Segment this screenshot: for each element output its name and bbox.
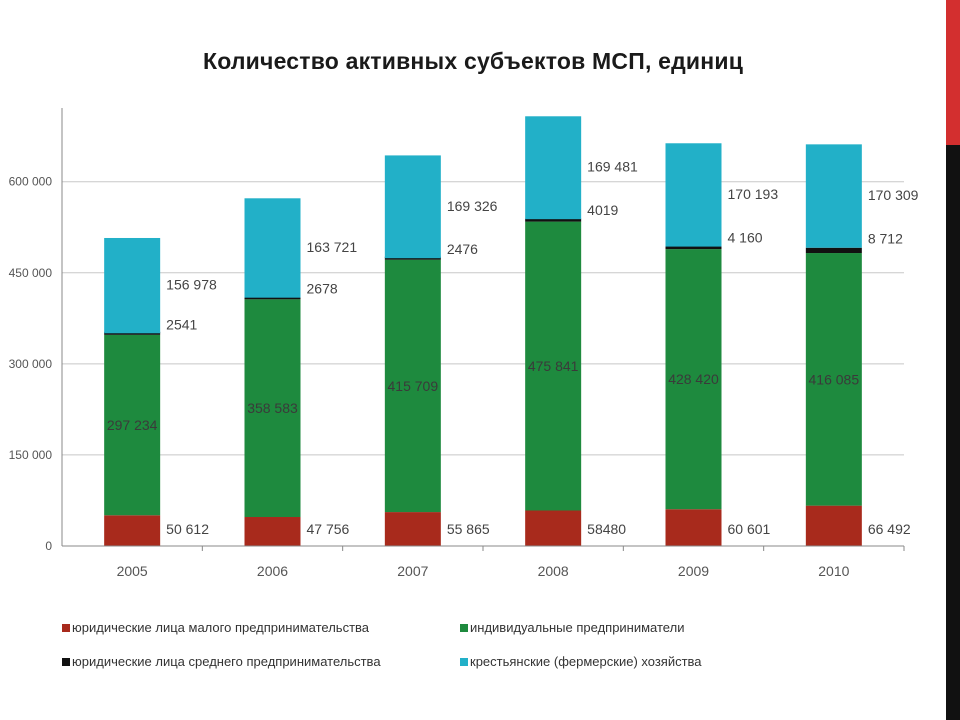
data-label: 415 709	[388, 378, 439, 394]
data-label: 58480	[587, 521, 626, 537]
data-label: 2476	[447, 241, 478, 257]
y-tick-label: 450 000	[9, 266, 53, 280]
data-label: 169 326	[447, 198, 498, 214]
x-tick-label: 2007	[397, 563, 428, 579]
data-label: 163 721	[307, 239, 358, 255]
bar-segment	[525, 221, 582, 511]
y-tick-label: 150 000	[9, 448, 53, 462]
data-labels: 50 612 297 234 2541 156 978 47 756 358 583 267…	[107, 159, 919, 537]
data-label: 47 756	[307, 521, 350, 537]
bar-segment	[665, 143, 722, 247]
bar-segment	[665, 246, 722, 250]
legend-label: юридические лица малого предпринимательс…	[72, 620, 370, 635]
bar-segment	[805, 144, 862, 248]
bar-segment	[244, 198, 301, 298]
legend-item-entrepreneurs: индивидуальные предприниматели	[460, 620, 684, 635]
bar-segment	[384, 259, 441, 513]
bar-segment	[244, 296, 301, 300]
data-label: 4019	[587, 202, 618, 218]
slide-edge-bar	[946, 0, 960, 720]
data-label: 297 234	[107, 417, 158, 433]
bar-segment	[805, 505, 862, 546]
data-label: 170 309	[868, 187, 919, 203]
grid-lines	[62, 181, 904, 456]
data-label: 169 481	[587, 159, 638, 175]
y-tick-label: 0	[45, 539, 52, 553]
data-label: 4 160	[728, 230, 763, 246]
bar-segment	[665, 249, 722, 510]
bar-segment	[104, 515, 161, 546]
chart-title: Количество активных субъектов МСП, едини…	[202, 48, 744, 74]
bar-segment	[525, 510, 582, 546]
bar-segment	[525, 116, 582, 220]
legend-label: юридические лица среднего предпринимател…	[72, 654, 381, 669]
data-label: 55 865	[447, 521, 490, 537]
data-label: 2678	[307, 281, 338, 297]
legend-item-farms: крестьянские (фермерские) хозяйства	[460, 654, 702, 669]
bar-segment	[525, 218, 582, 222]
x-tick-label: 2006	[257, 563, 288, 579]
legend-swatch	[460, 623, 468, 632]
x-tick-label: 2008	[538, 563, 569, 579]
bar-segment	[384, 256, 441, 260]
data-label: 358 583	[247, 400, 298, 416]
bars	[104, 116, 862, 546]
y-tick-label: 300 000	[9, 357, 53, 371]
data-label: 170 193	[728, 186, 779, 202]
data-label: 416 085	[809, 371, 860, 387]
data-label: 66 492	[868, 521, 911, 537]
bar-segment	[805, 247, 862, 254]
y-axis: 0 150 000 300 000 450 000 600 000	[9, 108, 63, 553]
bar-segment	[104, 334, 161, 516]
x-tick-label: 2005	[117, 563, 148, 579]
bar-segment	[805, 253, 862, 506]
slide-edge-accent	[946, 0, 960, 145]
data-label: 428 420	[668, 371, 719, 387]
x-axis: 2005 2006 2007 2008 2009 2010	[62, 545, 905, 579]
bar-segment	[244, 299, 301, 518]
data-label: 60 601	[728, 521, 771, 537]
legend-swatch	[460, 657, 468, 666]
y-tick-label: 600 000	[9, 175, 53, 189]
bar-segment	[665, 509, 722, 546]
data-label: 2541	[166, 316, 197, 332]
legend-swatch	[62, 657, 70, 666]
legend-swatch	[62, 623, 70, 632]
bar-segment	[244, 517, 301, 546]
legend-item-small-legal: юридические лица малого предпринимательс…	[62, 620, 369, 635]
legend-item-medium-legal: юридические лица среднего предпринимател…	[62, 654, 381, 669]
bar-segment	[384, 512, 441, 546]
data-label: 50 612	[166, 521, 209, 537]
data-label: 8 712	[868, 231, 903, 247]
x-tick-label: 2009	[678, 563, 709, 579]
data-label: 156 978	[166, 277, 217, 293]
x-tick-label: 2010	[818, 563, 849, 579]
data-label: 475 841	[528, 358, 579, 374]
stacked-bar-chart: 0 150 000 300 000 450 000 600 000 50 612 297 …	[9, 108, 919, 579]
legend-label: крестьянские (фермерские) хозяйства	[470, 654, 702, 669]
bar-segment	[384, 155, 441, 259]
bar-segment	[104, 331, 161, 335]
bar-segment	[104, 237, 161, 334]
legend-label: индивидуальные предприниматели	[470, 620, 685, 635]
